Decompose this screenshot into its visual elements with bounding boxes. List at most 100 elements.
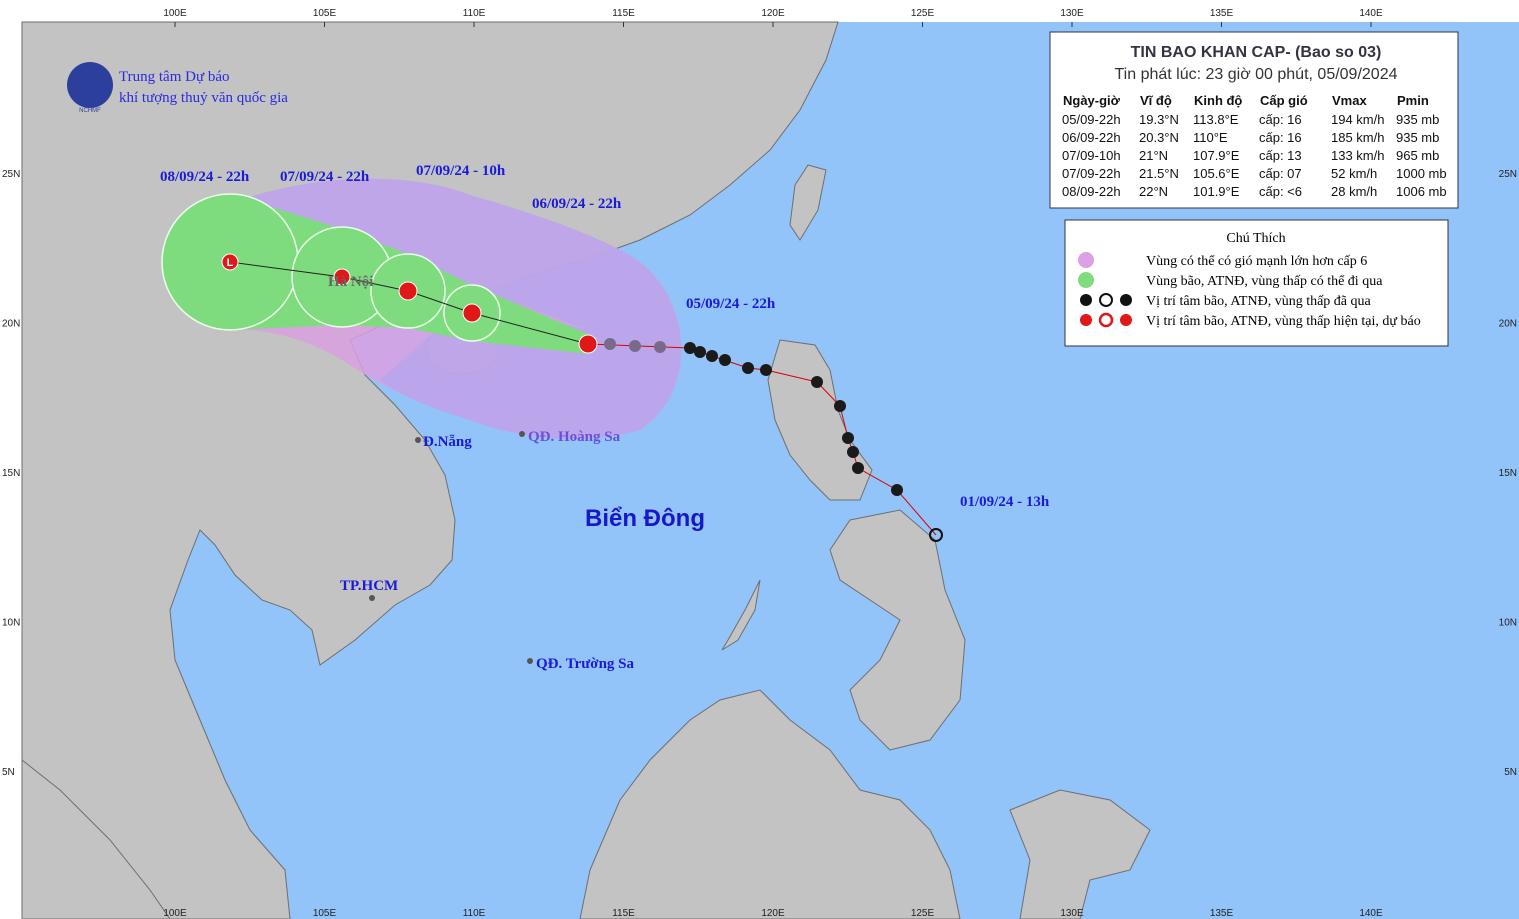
table-header: Kinh độ: [1194, 93, 1242, 108]
org-name: khí tượng thuỷ văn quốc gia: [119, 90, 288, 106]
table-header: Cấp gió: [1260, 93, 1308, 108]
table-cell: 1006 mb: [1396, 184, 1447, 199]
legend-title: Chú Thích: [1226, 231, 1285, 246]
table-cell: 19.3°N: [1139, 112, 1179, 127]
lon-label: 120E: [761, 908, 785, 919]
lon-label: 115E: [612, 8, 635, 19]
time-label: 08/09/24 - 22h: [160, 169, 250, 185]
bulletin-box: [1049, 31, 1459, 209]
legend-symbol: [1080, 293, 1132, 307]
legend-item: Vị trí tâm bão, ATNĐ, vùng thấp đã qua: [1146, 294, 1372, 309]
lat-label: 10N: [2, 618, 20, 629]
time-label: 05/09/24 - 22h: [686, 296, 776, 312]
taiwan: [789, 164, 827, 241]
lat-label: 15N: [2, 468, 20, 479]
lon-label: 120E: [761, 8, 785, 19]
legend-item: Vùng bão, ATNĐ, vùng thấp có thể đi qua: [1146, 274, 1383, 289]
table-cell: 05/09-22h: [1062, 112, 1121, 127]
table-cell: 21.5°N: [1139, 166, 1179, 181]
place-label: QĐ. Trường Sa: [536, 656, 635, 672]
lon-label: 110E: [463, 908, 486, 919]
table-cell: cấp: 07: [1259, 166, 1302, 181]
table-cell: 52 km/h: [1331, 166, 1377, 181]
table-cell: 110°E: [1193, 130, 1228, 145]
lat-label: 5N: [2, 767, 15, 778]
table-cell: cấp: <6: [1259, 184, 1302, 199]
legend-symbol: [1078, 252, 1094, 268]
place-label: Đ.Nẵng: [423, 434, 472, 450]
table-header: Vĩ độ: [1140, 93, 1172, 108]
table-cell: 194 km/h: [1331, 112, 1384, 127]
table-cell: 105.6°E: [1193, 166, 1240, 181]
lat-label: 25N: [1499, 169, 1517, 180]
legend-symbol: [1080, 312, 1132, 328]
logo: [67, 62, 113, 108]
luzon: [767, 339, 873, 501]
legend-item: Vị trí tâm bão, ATNĐ, vùng thấp hiện tại…: [1146, 314, 1421, 329]
bulletin-title: TIN BAO KHAN CAP- (Bao so 03): [1131, 44, 1382, 61]
table-cell: cấp: 16: [1259, 130, 1302, 145]
lon-label: 115E: [612, 908, 635, 919]
legend-symbol: [1078, 272, 1094, 288]
time-label: 07/09/24 - 10h: [416, 163, 506, 179]
legend-item: Vùng có thể có gió mạnh lớn hơn cấp 6: [1146, 254, 1367, 269]
lat-label: 5N: [1504, 767, 1517, 778]
table-cell: 22°N: [1139, 184, 1168, 199]
org-name: Trung tâm Dự báo: [119, 69, 230, 85]
table-cell: 935 mb: [1396, 112, 1439, 127]
table-cell: 133 km/h: [1331, 148, 1384, 163]
table-cell: 113.8°E: [1193, 112, 1239, 127]
logo-text: NCHMF: [79, 108, 101, 114]
lon-label: 140E: [1359, 908, 1383, 919]
table-header: Vmax: [1332, 93, 1367, 108]
lon-label: 105E: [313, 908, 337, 919]
table-cell: 20.3°N: [1139, 130, 1179, 145]
borneo: [579, 689, 961, 919]
table-cell: 935 mb: [1396, 130, 1439, 145]
past-positions: [604, 338, 943, 542]
lat-label: 20N: [1499, 319, 1517, 330]
table-cell: cấp: 13: [1259, 148, 1302, 163]
lon-label: 105E: [313, 8, 337, 19]
bulletin-issued: Tin phát lúc: 23 giờ 00 phút, 05/09/2024: [1115, 66, 1398, 83]
lon-label: 100E: [163, 908, 187, 919]
lat-label: 25N: [2, 169, 20, 180]
table-cell: 107.9°E: [1193, 148, 1240, 163]
time-label: 07/09/24 - 22h: [280, 169, 370, 185]
table-cell: cấp: 16: [1259, 112, 1302, 127]
table-cell: 101.9°E: [1193, 184, 1240, 199]
table-cell: 06/09-22h: [1062, 130, 1121, 145]
lon-label: 130E: [1060, 908, 1084, 919]
sea-label: Biển Đông: [585, 505, 705, 532]
table-cell: 07/09-10h: [1062, 148, 1121, 163]
lon-label: 125E: [911, 8, 935, 19]
lon-label: 135E: [1210, 8, 1234, 19]
palawan: [721, 579, 761, 651]
low-symbol: L: [227, 257, 234, 269]
table-header: Pmin: [1397, 93, 1429, 108]
place-label: TP.HCM: [340, 578, 398, 594]
forecast-positions: [221, 253, 598, 354]
lon-label: 125E: [911, 908, 935, 919]
lat-label: 20N: [2, 319, 20, 330]
table-cell: 21°N: [1139, 148, 1168, 163]
place-label: QĐ. Hoàng Sa: [528, 429, 621, 445]
lon-label: 130E: [1060, 8, 1084, 19]
time-label: 06/09/24 - 22h: [532, 196, 622, 212]
lat-label: 10N: [1499, 618, 1517, 629]
table-cell: 28 km/h: [1331, 184, 1377, 199]
time-label: 01/09/24 - 13h: [960, 494, 1050, 510]
table-cell: 185 km/h: [1331, 130, 1384, 145]
lon-label: 135E: [1210, 908, 1234, 919]
lat-label: 15N: [1499, 468, 1517, 479]
table-cell: 08/09-22h: [1062, 184, 1121, 199]
city-dots: [369, 431, 533, 664]
sumatra: [21, 758, 171, 919]
table-cell: 965 mb: [1396, 148, 1439, 163]
lon-label: 100E: [163, 8, 187, 19]
lon-label: 140E: [1359, 8, 1383, 19]
lon-label: 110E: [463, 8, 486, 19]
table-cell: 1000 mb: [1396, 166, 1447, 181]
table-header: Ngày-giờ: [1063, 93, 1121, 108]
